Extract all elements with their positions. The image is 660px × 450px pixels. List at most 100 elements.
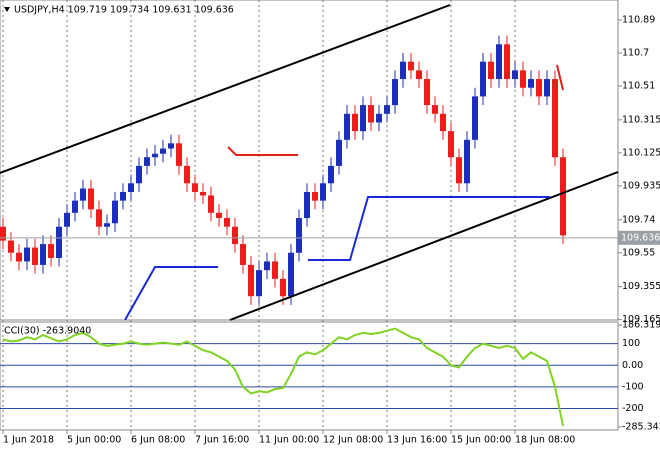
candle-body	[248, 264, 254, 297]
candle-body	[384, 105, 390, 114]
y-tick-label: 0.00	[622, 360, 643, 371]
title-arrow	[4, 7, 10, 12]
candle-body	[24, 247, 30, 262]
x-tick-label: 1 Jun 2018	[3, 435, 54, 446]
cci-line	[2, 327, 564, 427]
drawings	[0, 4, 619, 321]
candle-body	[416, 70, 422, 80]
candle-body	[536, 79, 542, 97]
candle-body	[456, 157, 462, 184]
candle-body	[16, 252, 22, 262]
candle-body	[272, 261, 278, 279]
candle-body	[392, 79, 398, 106]
candle-body	[544, 79, 550, 97]
candle-body	[376, 113, 382, 123]
candle-body	[40, 244, 46, 265]
x-tick-label: 15 Jun 00:00	[451, 435, 511, 446]
candle-body	[64, 212, 70, 227]
y-tick-label: 110.89	[622, 14, 655, 25]
candle-body	[88, 188, 94, 210]
candle-body	[152, 153, 158, 158]
candle-body	[168, 143, 174, 149]
candle-body	[56, 226, 62, 258]
candle-body	[360, 105, 366, 132]
y-tick-label: 186.3196	[622, 320, 660, 331]
cci-title: CCI(30) -263.9040	[4, 326, 91, 337]
trend-line	[0, 4, 451, 174]
candle-body	[176, 143, 182, 166]
candle-body	[344, 113, 350, 140]
y-tick-label: 109.355	[622, 281, 660, 292]
candle-body	[296, 218, 302, 253]
level-line	[124, 266, 218, 321]
y-tick-label: 110.51	[622, 80, 655, 91]
candle-body	[8, 240, 14, 253]
candle-body	[264, 261, 270, 271]
y-tick-label: 110.7	[622, 47, 649, 58]
trend-line	[229, 171, 619, 321]
candle-body	[96, 209, 102, 227]
candle-body	[488, 61, 494, 80]
candle-body	[32, 247, 38, 265]
candle-body	[80, 188, 86, 201]
level-line	[308, 196, 550, 261]
candle-body	[552, 79, 558, 158]
y-tick-label: 100	[622, 338, 640, 349]
candle-body	[528, 79, 534, 88]
candle-body	[192, 183, 198, 192]
candle-body	[184, 165, 190, 184]
candle-body	[432, 105, 438, 114]
candle-body	[312, 191, 318, 201]
candle-body	[256, 270, 262, 297]
candle-body	[560, 157, 566, 236]
candle-body	[72, 200, 78, 213]
x-tick-label: 7 Jun 16:00	[195, 435, 249, 446]
level-line	[227, 146, 298, 156]
level-line	[556, 64, 564, 91]
candle-body	[224, 218, 230, 227]
y-tick-label: 109.935	[622, 180, 660, 191]
candle-body	[104, 223, 110, 227]
candle-body	[504, 44, 510, 80]
candle-body	[408, 61, 414, 71]
candle-body	[48, 244, 54, 258]
y-tick-label: 109.55	[622, 247, 655, 258]
x-tick-label: 6 Jun 08:00	[131, 435, 185, 446]
candle-body	[512, 70, 518, 80]
candle-body	[480, 61, 486, 97]
candle-body	[496, 44, 502, 80]
x-tick-label: 12 Jun 08:00	[323, 435, 383, 446]
candle-body	[320, 183, 326, 201]
current-price-label: 109.636	[621, 232, 660, 243]
candle-body	[112, 200, 118, 224]
candle-body	[288, 252, 294, 297]
y-tick-label: -285.3432	[622, 422, 660, 433]
candle-body	[280, 278, 286, 297]
candle-body	[160, 148, 166, 154]
y-tick-label: 110.125	[622, 147, 660, 158]
y-tick-label: 109.165	[622, 314, 660, 325]
candle-body	[304, 191, 310, 219]
y-tick-label: -100	[622, 381, 644, 392]
candle-body	[352, 113, 358, 132]
current-price-box	[618, 230, 660, 245]
candle-body	[0, 226, 6, 241]
x-tick-label: 13 Jun 16:00	[387, 435, 447, 446]
candle-body	[400, 61, 406, 80]
main-panel	[0, 0, 619, 321]
x-tick-label: 11 Jun 00:00	[259, 435, 319, 446]
candle-body	[328, 165, 334, 184]
candle-body	[216, 212, 222, 219]
candle-body	[440, 113, 446, 132]
cci-panel	[0, 321, 619, 431]
candle-body	[208, 195, 214, 213]
y-tick-label: 110.315	[622, 114, 660, 125]
candle-body	[464, 139, 470, 184]
candle-body	[200, 191, 206, 196]
candle-body	[424, 79, 430, 106]
candle-body	[336, 139, 342, 166]
candle-body	[520, 70, 526, 88]
candle-body	[136, 165, 142, 184]
